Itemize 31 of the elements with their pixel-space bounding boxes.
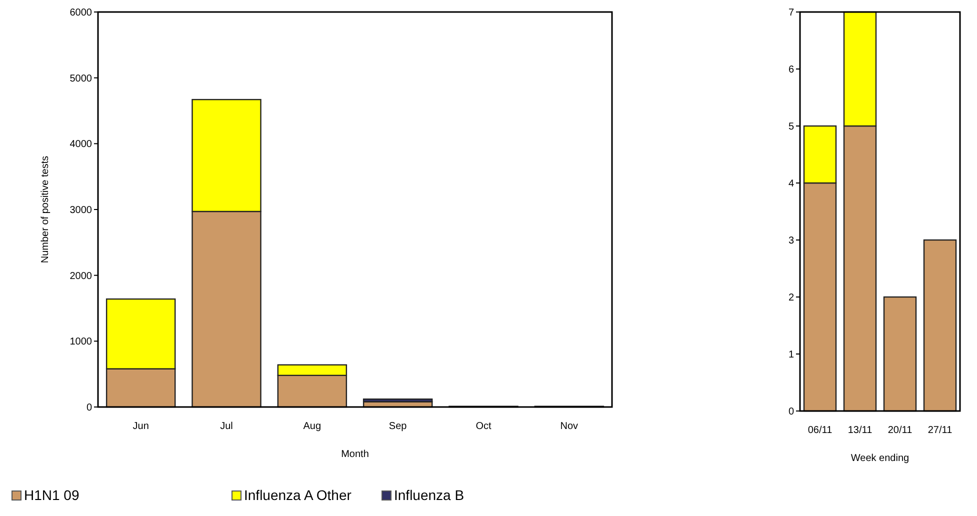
y-tick-label: 3000 bbox=[70, 205, 92, 216]
y-tick-label: 3 bbox=[788, 236, 794, 246]
legend-label: Influenza A Other bbox=[244, 487, 352, 503]
x-tick-label: Nov bbox=[560, 421, 578, 432]
x-tick-label: 06/11 bbox=[808, 425, 833, 436]
y-tick-label: 4000 bbox=[70, 139, 92, 150]
x-tick-label: 20/11 bbox=[888, 425, 913, 436]
y-tick-label: 1000 bbox=[70, 336, 92, 348]
y-tick-label: 2000 bbox=[70, 270, 92, 282]
x-tick-label: Aug bbox=[303, 421, 322, 432]
y-tick-label: 6000 bbox=[70, 8, 92, 18]
x-axis-title: Week ending bbox=[850, 453, 910, 464]
y-tick-label: 0 bbox=[86, 402, 92, 414]
y-tick-label: 7 bbox=[788, 8, 794, 18]
y-tick-label: 5 bbox=[788, 122, 794, 132]
y-axis-title: Number of positive tests bbox=[40, 156, 51, 264]
x-tick-label: Oct bbox=[476, 421, 492, 432]
y-tick-label: 0 bbox=[788, 406, 794, 418]
y-tick-label: 1 bbox=[788, 350, 794, 360]
y-tick-label: 2 bbox=[788, 292, 794, 304]
x-tick-label: 27/11 bbox=[928, 425, 953, 436]
legend-label: H1N1 09 bbox=[24, 487, 80, 503]
x-tick-label: Jun bbox=[132, 421, 149, 432]
x-tick-label: 13/11 bbox=[848, 425, 873, 436]
x-tick-label: Jul bbox=[220, 421, 233, 432]
legend-label: Influenza B bbox=[394, 487, 464, 503]
y-tick-label: 4 bbox=[788, 178, 794, 190]
y-tick-label: 5000 bbox=[70, 73, 92, 84]
x-tick-label: Sep bbox=[388, 421, 408, 432]
x-axis-title: Month bbox=[341, 449, 369, 460]
y-tick-label: 6 bbox=[788, 64, 794, 76]
